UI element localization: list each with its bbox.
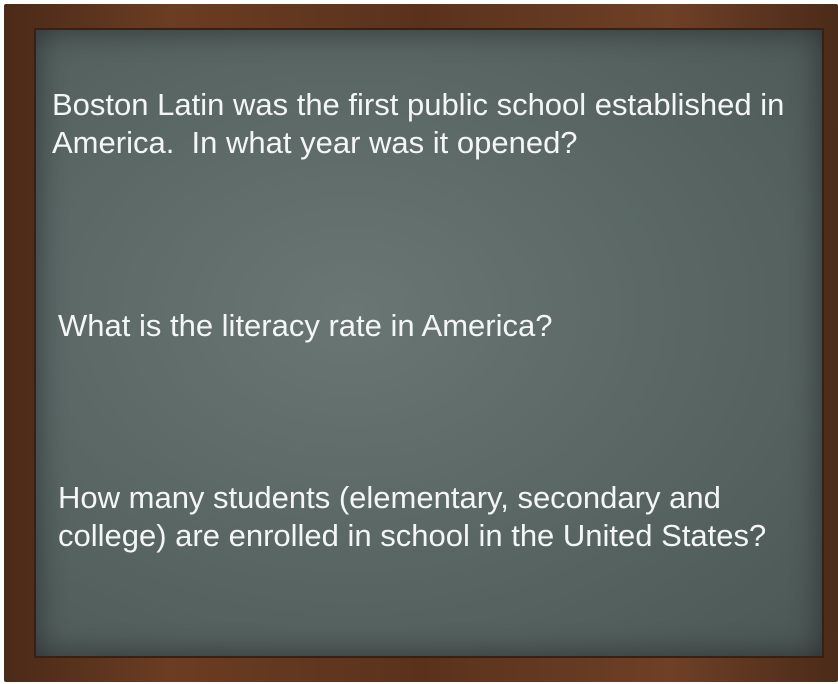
question: What is the literacy rate in America? [58,307,808,345]
page: Boston Latin was the first public school… [0,0,838,684]
question: How many students (elementary, secondary… [58,479,828,555]
question: Boston Latin was the first public school… [52,86,802,162]
